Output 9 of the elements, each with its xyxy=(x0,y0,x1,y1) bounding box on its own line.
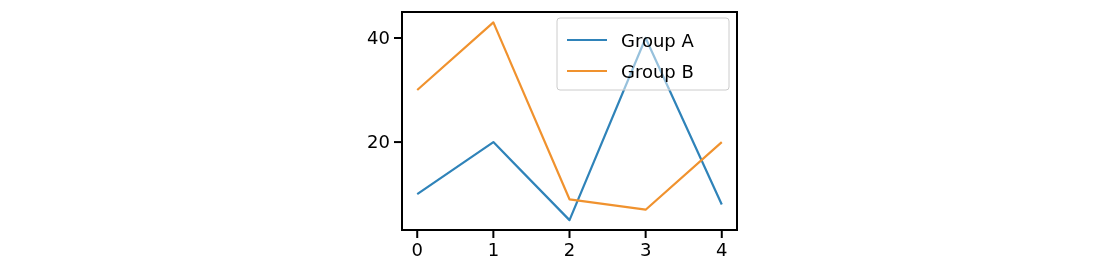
x-tick-label: 0 xyxy=(411,239,423,260)
x-tick-label: 1 xyxy=(487,239,500,260)
x-tick-label: 3 xyxy=(639,239,652,260)
y-tick-label: 40 xyxy=(367,27,390,49)
y-tick-label: 20 xyxy=(367,131,390,153)
x-tick-label: 2 xyxy=(563,239,576,260)
x-tick-label: 4 xyxy=(716,239,728,260)
legend-label: Group B xyxy=(621,61,694,82)
legend-label: Group A xyxy=(621,30,695,51)
